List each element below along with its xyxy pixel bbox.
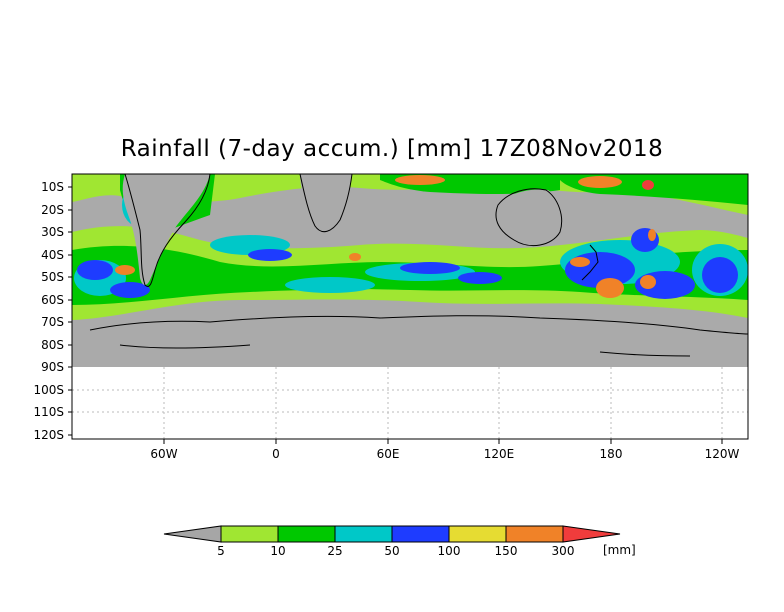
colorbar-high-arrow xyxy=(562,525,621,543)
lat-label: 30S xyxy=(41,225,64,239)
colorbar-segment xyxy=(220,525,279,543)
lon-label: 60W xyxy=(150,447,177,461)
lon-label: 0 xyxy=(272,447,280,461)
colorbar-segment xyxy=(334,525,393,543)
map-title: Rainfall (7-day accum.) [mm] 17Z08Nov201… xyxy=(120,136,664,162)
lat-label: 50S xyxy=(41,270,64,284)
lat-label: 60S xyxy=(41,293,64,307)
lon-label: 60E xyxy=(377,447,400,461)
lon-tick-marks xyxy=(163,439,723,444)
lat-label: 110S xyxy=(33,405,64,419)
lon-labels: 60W 0 60E 120E 180 120W xyxy=(150,447,739,461)
empty-region xyxy=(72,367,748,439)
colorbar-unit: [mm] xyxy=(603,543,636,557)
lat-tick-marks xyxy=(68,186,72,436)
lat-label: 10S xyxy=(41,180,64,194)
colorbar-label: 25 xyxy=(327,544,342,558)
rainfall-field xyxy=(72,174,748,367)
lat-labels: 10S 20S 30S 40S 50S 60S 70S 80S 90S 100S… xyxy=(33,180,64,442)
colorbar-segment xyxy=(391,525,450,543)
colorbar-segment xyxy=(448,525,507,543)
lat-label: 80S xyxy=(41,338,64,352)
lat-label: 70S xyxy=(41,315,64,329)
colorbar-label: 50 xyxy=(384,544,399,558)
colorbar-label: 5 xyxy=(217,544,225,558)
lon-label: 120E xyxy=(484,447,515,461)
lat-label: 120S xyxy=(33,428,64,442)
colorbar-label: 150 xyxy=(495,544,518,558)
colorbar-low-arrow xyxy=(163,525,222,543)
colorbar-segment xyxy=(277,525,336,543)
lon-label: 180 xyxy=(600,447,623,461)
lat-label: 40S xyxy=(41,248,64,262)
lon-label: 120W xyxy=(705,447,740,461)
colorbar: 5 10 25 50 100 150 300 [mm] xyxy=(163,525,636,558)
colorbar-label: 100 xyxy=(438,544,461,558)
colorbar-label: 300 xyxy=(552,544,575,558)
colorbar-label: 10 xyxy=(270,544,285,558)
map-frame xyxy=(71,173,749,440)
colorbar-segment xyxy=(505,525,564,543)
coastlines xyxy=(89,174,748,357)
grid-lines xyxy=(72,367,748,439)
lat-label: 100S xyxy=(33,383,64,397)
lat-label: 90S xyxy=(41,360,64,374)
lat-label: 20S xyxy=(41,203,64,217)
